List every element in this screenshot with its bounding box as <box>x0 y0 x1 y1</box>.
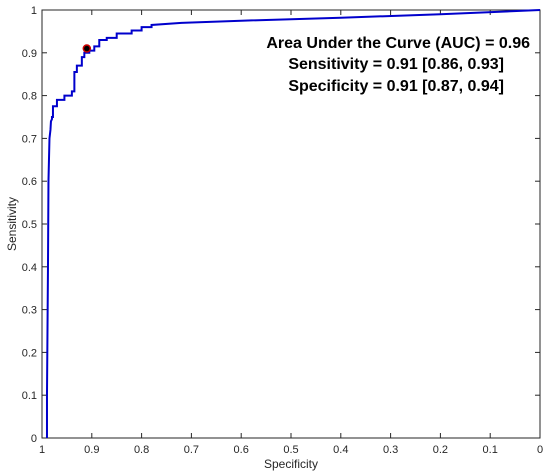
x-tick-label: 0.2 <box>433 444 448 456</box>
y-tick-label: 0.9 <box>22 48 37 60</box>
x-tick-label: 0.7 <box>184 444 199 456</box>
x-tick-label: 0.1 <box>483 444 498 456</box>
plot-frame <box>41 9 541 439</box>
operating-point-layer <box>82 44 92 53</box>
x-tick-label: 0.6 <box>234 444 249 456</box>
y-tick-label: 1 <box>31 5 37 17</box>
x-axis-ticks: 1 0.9 0.8 0.7 0.6 0.5 0.4 0.3 0.2 0.1 0 <box>39 10 543 456</box>
x-tick-label: 0.5 <box>283 444 298 456</box>
annotation-sensitivity: Sensitivity = 0.91 [0.86, 0.93] <box>288 56 504 73</box>
annotation-auc: Area Under the Curve (AUC) = 0.96 <box>266 35 530 52</box>
y-tick-label: 0.2 <box>22 347 37 359</box>
x-axis-label: Specificity <box>264 457 318 471</box>
x-tick-label: 1 <box>39 444 45 456</box>
operating-point-marker <box>82 44 92 53</box>
x-tick-label: 0.9 <box>84 444 99 456</box>
y-tick-label: 0.5 <box>22 219 37 231</box>
y-tick-label: 0.4 <box>22 262 37 274</box>
x-tick-label: 0.4 <box>333 444 348 456</box>
x-tick-label: 0.3 <box>383 444 398 456</box>
y-axis-label: Sensitivity <box>5 197 19 251</box>
y-axis-ticks: 0 0.1 0.2 0.3 0.4 0.5 0.6 0.7 0.8 0.9 1 <box>22 5 540 445</box>
x-tick-label: 0 <box>537 444 543 456</box>
y-tick-label: 0.7 <box>22 133 37 145</box>
x-tick-label: 0.8 <box>134 444 149 456</box>
annotation-specificity: Specificity = 0.91 [0.87, 0.94] <box>288 78 504 95</box>
y-tick-label: 0.1 <box>22 390 37 402</box>
y-tick-label: 0.6 <box>22 176 37 188</box>
y-tick-label: 0 <box>31 433 37 445</box>
y-tick-label: 0.8 <box>22 91 37 103</box>
y-tick-label: 0.3 <box>22 305 37 317</box>
roc-curve-line <box>45 9 541 438</box>
series-layer <box>45 9 541 438</box>
